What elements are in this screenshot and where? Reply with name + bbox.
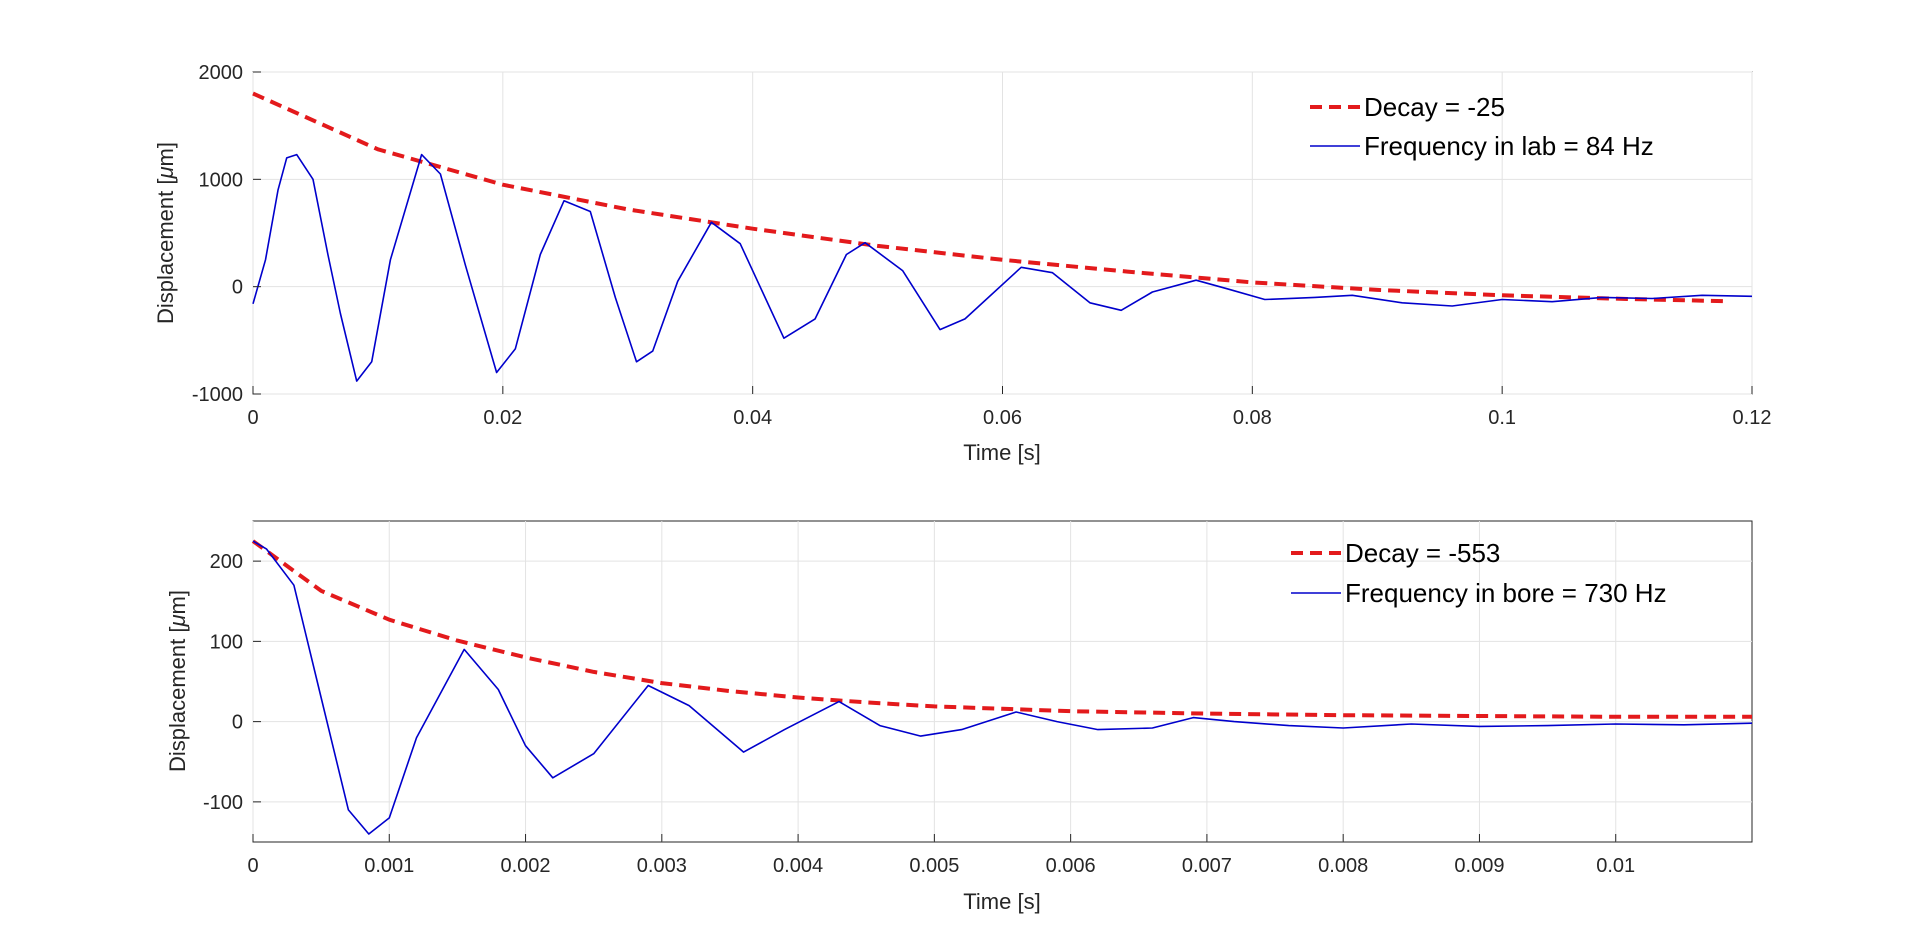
top-y-ticks: -1000 0 1000 2000 <box>192 62 261 406</box>
bottom-x-ticks: 0 0.001 0.002 0.003 0.004 0.005 0.006 0.007 0.00… <box>247 834 1635 877</box>
top-legend-label-decay: Decay = -25 <box>1364 92 1505 122</box>
bottom-x-tick-label: 0.01 <box>1596 855 1635 877</box>
bottom-y-tick-label: 0 <box>232 712 243 734</box>
bottom-x-tick-label: 0.008 <box>1318 855 1368 877</box>
top-x-tick-label: 0.06 <box>983 407 1022 429</box>
bottom-legend-label-frequency: Frequency in bore = 730 Hz <box>1345 578 1667 608</box>
bottom-subplot: 0 0.001 0.002 0.003 0.004 0.005 0.006 0.007 0.00… <box>165 520 1753 914</box>
top-x-tick-label: 0.02 <box>483 407 522 429</box>
bottom-y-tick-label: 100 <box>210 631 243 653</box>
bottom-x-tick-label: 0.007 <box>1182 855 1232 877</box>
bottom-series-frequency-line <box>252 540 1753 835</box>
bottom-y-axis-label-suffix: m] <box>165 590 190 614</box>
bottom-x-tick-label: 0.001 <box>364 855 414 877</box>
bottom-x-tick-label: 0.009 <box>1454 855 1504 877</box>
bottom-y-axis-label-mu: μ <box>165 614 190 627</box>
top-y-tick-label: 2000 <box>199 62 244 84</box>
bottom-x-tick-label: 0.006 <box>1046 855 1096 877</box>
top-y-axis-label-mu: μ <box>153 166 178 179</box>
top-x-tick-label: 0 <box>247 407 258 429</box>
top-x-ticks: 0 0.02 0.04 0.06 0.08 0.1 0.12 <box>247 386 1771 429</box>
top-x-tick-label: 0.12 <box>1733 407 1772 429</box>
top-grid <box>252 71 1753 395</box>
bottom-series-decay-curve <box>251 539 1752 719</box>
top-y-axis-label: Displacement [μm] <box>153 142 178 324</box>
top-series-frequency-line <box>252 153 1753 382</box>
top-x-tick-label: 0.04 <box>733 407 772 429</box>
bottom-y-tick-label: 200 <box>210 551 243 573</box>
top-legend: Decay = -25 Frequency in lab = 84 Hz <box>1310 92 1654 161</box>
bottom-x-axis-label: Time [s] <box>963 889 1040 914</box>
bottom-legend: Decay = -553 Frequency in bore = 730 Hz <box>1291 538 1667 608</box>
bottom-y-ticks: -100 0 100 200 <box>203 551 261 814</box>
bottom-x-tick-label: 0.002 <box>501 855 551 877</box>
top-y-tick-label: -1000 <box>192 384 243 406</box>
bottom-y-axis-label: Displacement [μm] <box>165 590 190 772</box>
top-x-tick-label: 0.1 <box>1488 407 1516 429</box>
bottom-y-tick-label: -100 <box>203 792 243 814</box>
top-y-tick-label: 0 <box>232 277 243 299</box>
bottom-x-tick-label: 0 <box>247 855 258 877</box>
top-x-axis-label: Time [s] <box>963 440 1040 465</box>
top-y-axis-label-prefix: Displacement [ <box>153 179 178 325</box>
bottom-x-tick-label: 0.005 <box>909 855 959 877</box>
top-subplot: 0 0.02 0.04 0.06 0.08 0.1 0.12 -1000010002000 … <box>153 62 1771 465</box>
top-series-layer <box>252 91 1753 382</box>
top-y-tick-label: 1000 <box>199 169 244 191</box>
bottom-y-axis-label-prefix: Displacement [ <box>165 627 190 773</box>
bottom-x-tick-label: 0.003 <box>637 855 687 877</box>
bottom-plot-area <box>252 520 1753 843</box>
bottom-legend-label-decay: Decay = -553 <box>1345 538 1500 568</box>
top-series-decay-curve <box>252 91 1728 304</box>
top-x-tick-label: 0.08 <box>1233 407 1272 429</box>
top-legend-label-frequency: Frequency in lab = 84 Hz <box>1364 131 1654 161</box>
top-y-axis-label-suffix: m] <box>153 142 178 166</box>
bottom-x-tick-label: 0.004 <box>773 855 823 877</box>
bottom-series-layer <box>251 539 1753 835</box>
bottom-grid <box>252 521 1752 842</box>
